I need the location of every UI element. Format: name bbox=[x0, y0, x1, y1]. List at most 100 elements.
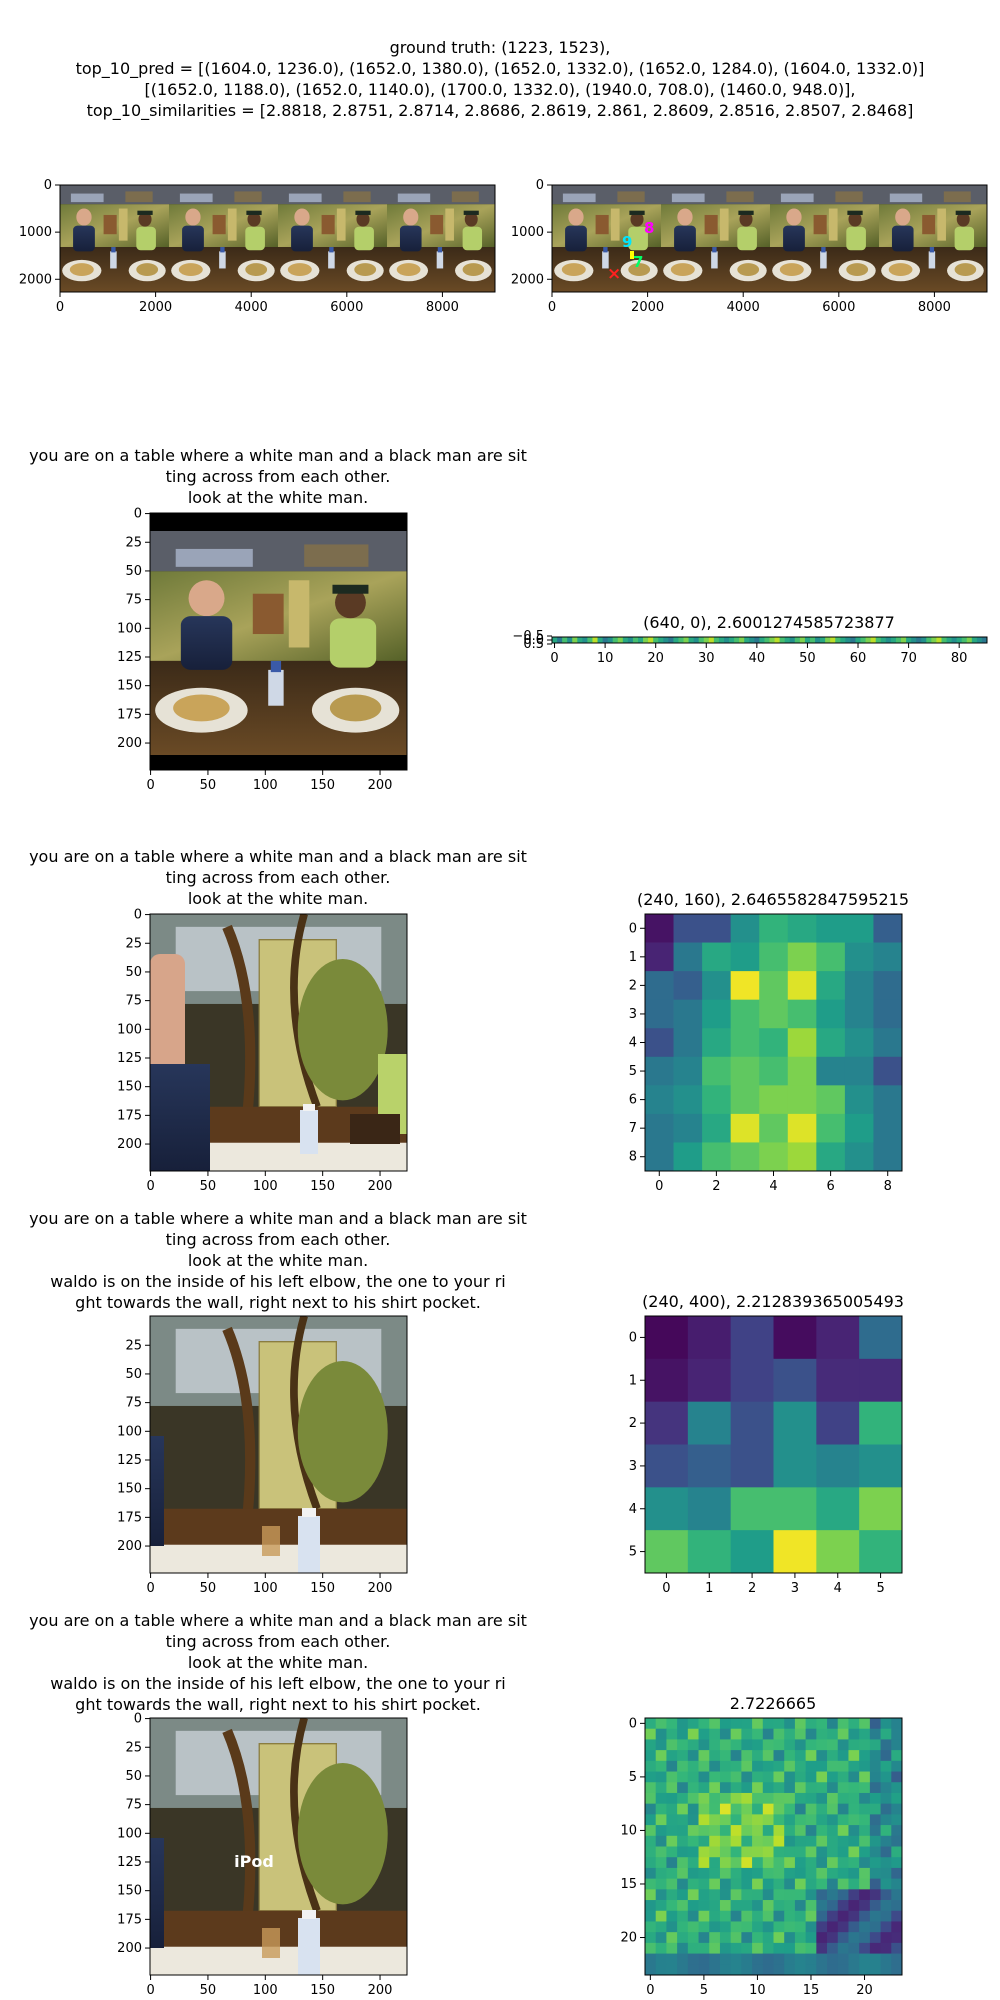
heatmap-cell bbox=[730, 1739, 742, 1751]
heatmap-cell bbox=[844, 1142, 874, 1172]
heatmap-cell bbox=[730, 1728, 742, 1740]
heatmap-cell bbox=[827, 1792, 839, 1805]
heatmap-cell bbox=[794, 1953, 807, 1965]
heatmap-cell bbox=[869, 1835, 881, 1847]
heatmap-cell bbox=[741, 1760, 753, 1772]
heatmap-cell bbox=[859, 1900, 871, 1912]
heatmap-cell bbox=[645, 1900, 657, 1912]
y-tick-label-c1-5: 125 bbox=[117, 650, 142, 665]
x-tick-label-c4-3: 150 bbox=[310, 1983, 335, 1998]
heatmap-cell bbox=[816, 914, 846, 943]
heatmap-cell bbox=[687, 1889, 699, 1901]
strip-cell bbox=[739, 637, 745, 643]
heatmap-cell bbox=[655, 1750, 667, 1762]
heatmap-cell bbox=[873, 1085, 903, 1115]
heatmap-cell bbox=[730, 1953, 742, 1965]
strip-heatmap bbox=[552, 637, 988, 643]
y-tick-label-g9-1: 1 bbox=[629, 950, 637, 965]
heatmap-cell bbox=[794, 1825, 807, 1837]
heatmap-cell bbox=[687, 1846, 699, 1858]
heatmap-cell bbox=[677, 1825, 689, 1837]
heatmap-cell bbox=[673, 1028, 703, 1058]
heatmap-cell bbox=[794, 1846, 807, 1858]
heatmap-cell bbox=[827, 1782, 839, 1794]
heatmap-cell bbox=[655, 1846, 667, 1858]
x-tick-label-pred-1: 2000 bbox=[631, 300, 664, 315]
grid6-title: (240, 400), 2.212839365005493 bbox=[642, 1292, 904, 1311]
heatmap-cell bbox=[869, 1814, 881, 1826]
heatmap-cell bbox=[816, 1835, 828, 1847]
heatmap-cell bbox=[816, 1792, 828, 1805]
svg-text:look at the white man.: look at the white man. bbox=[188, 1653, 368, 1672]
heatmap-cell bbox=[709, 1750, 721, 1762]
heatmap-cell bbox=[741, 1857, 753, 1869]
heatmap-cell bbox=[827, 1953, 839, 1965]
heatmap-cell bbox=[873, 971, 903, 1001]
heatmap-cell bbox=[741, 1782, 753, 1794]
heatmap-cell bbox=[687, 1953, 699, 1965]
heatmap-cell bbox=[891, 1825, 903, 1837]
heatmap-cell bbox=[709, 1718, 721, 1730]
heatmap-cell bbox=[827, 1921, 839, 1933]
y-tick-label-c2-3: 75 bbox=[125, 994, 142, 1009]
heatmap-cell bbox=[837, 1889, 849, 1901]
heatmap-cell bbox=[859, 1964, 871, 1976]
heatmap-cell bbox=[698, 1760, 710, 1772]
heatmap-cell bbox=[687, 1803, 699, 1815]
heatmap-cell bbox=[677, 1771, 689, 1783]
heatmap-cell bbox=[837, 1782, 849, 1794]
strip-cell bbox=[648, 637, 654, 643]
heatmap-cell bbox=[827, 1750, 839, 1762]
heatmap-cell bbox=[645, 1056, 674, 1086]
heatmap-cell bbox=[741, 1921, 753, 1933]
heatmap-cell bbox=[837, 1760, 849, 1772]
heatmap-cell bbox=[709, 1825, 721, 1837]
heatmap-cell bbox=[687, 1444, 732, 1488]
y-tick-label-c2-5: 125 bbox=[117, 1051, 142, 1066]
heatmap-cell bbox=[741, 1964, 753, 1976]
strip-cell bbox=[906, 637, 912, 643]
heatmap-cell bbox=[655, 1889, 667, 1901]
y-tick-label-c4-3: 75 bbox=[125, 1798, 142, 1813]
heatmap-cell bbox=[794, 1867, 807, 1880]
panorama-image bbox=[60, 185, 495, 292]
heatmap-cell bbox=[730, 1878, 742, 1890]
heatmap-cell bbox=[709, 1953, 721, 1965]
heatmap-cell bbox=[827, 1760, 839, 1772]
svg-text:you are on a table where a whi: you are on a table where a white man and… bbox=[29, 1209, 527, 1228]
heatmap-cell bbox=[859, 1718, 871, 1730]
strip-cell bbox=[946, 637, 952, 643]
heatmap-cell bbox=[859, 1728, 871, 1740]
y-tick-label-g24-3: 15 bbox=[620, 1877, 637, 1892]
heatmap-cell bbox=[805, 1771, 817, 1783]
heatmap-cell bbox=[730, 1910, 742, 1922]
heatmap-cell bbox=[844, 1085, 874, 1115]
x-tick-label-c1-0: 0 bbox=[146, 778, 154, 793]
y-tick-label-g24-2: 10 bbox=[620, 1823, 637, 1838]
strip-cell bbox=[587, 637, 593, 643]
heatmap-cell bbox=[645, 1825, 657, 1837]
heatmap-cell bbox=[848, 1814, 860, 1826]
heatmap-cell bbox=[773, 1867, 785, 1880]
heatmap-cell bbox=[719, 1825, 732, 1837]
heatmap-cell bbox=[709, 1792, 721, 1805]
strip-cell bbox=[693, 637, 700, 643]
heatmap-cell bbox=[891, 1814, 903, 1826]
strip-cell bbox=[936, 637, 942, 643]
heatmap-cell bbox=[891, 1750, 903, 1762]
strip-cell bbox=[617, 637, 624, 643]
grid24-axes: 0 5 10 15 20 0 5 10 15 20 bbox=[620, 1716, 872, 1998]
heatmap-cell bbox=[794, 1932, 807, 1944]
heatmap-cell bbox=[880, 1782, 892, 1794]
strip-cell bbox=[723, 637, 730, 643]
heatmap-cell bbox=[859, 1803, 871, 1815]
heatmap-cell bbox=[784, 1771, 796, 1783]
heatmap-cell bbox=[709, 1857, 721, 1869]
heatmap-cell bbox=[848, 1825, 860, 1837]
heatmap-cell bbox=[816, 1028, 846, 1058]
heatmap-cell bbox=[837, 1825, 849, 1837]
heatmap-cell bbox=[645, 1921, 657, 1933]
x-tick-label-g9-2: 4 bbox=[769, 1179, 777, 1194]
y-tick-label-pano-2: 2000 bbox=[19, 272, 52, 287]
heatmap-cell bbox=[880, 1910, 892, 1922]
